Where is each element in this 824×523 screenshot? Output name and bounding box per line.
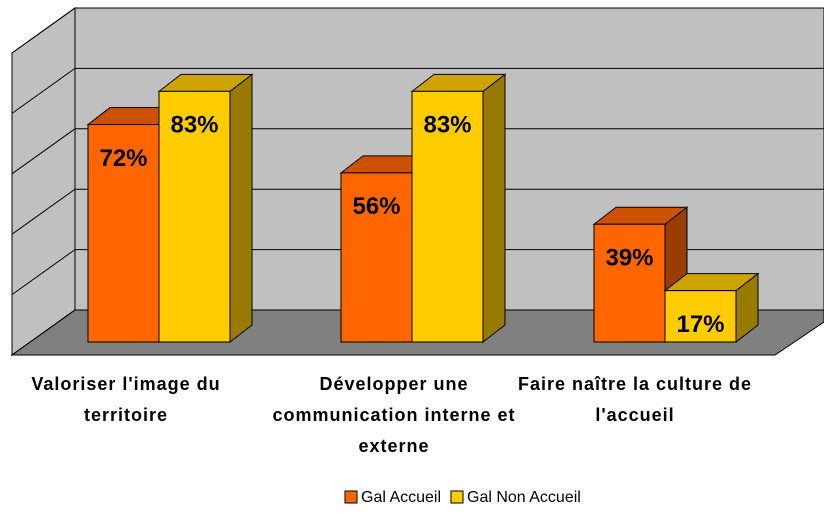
bar-front xyxy=(158,90,231,343)
bar-side xyxy=(229,73,253,344)
data-label: 56% xyxy=(352,193,400,220)
bar-front xyxy=(340,172,413,343)
grid-line xyxy=(11,128,824,175)
data-label: 39% xyxy=(605,245,653,272)
bar xyxy=(157,73,254,344)
bar-side xyxy=(482,73,506,344)
grid xyxy=(11,7,824,356)
bar-front xyxy=(411,90,484,343)
x-tick-label: Valoriser l'image du territoire xyxy=(31,374,221,425)
bars: 72% 83% 56% 83% 39% 17% xyxy=(86,73,760,344)
data-label: 83% xyxy=(423,112,471,139)
x-tick-label: Faire naître la culture de l'accueil xyxy=(517,374,753,425)
legend-swatch xyxy=(450,490,464,504)
legend-label: Gal Non Accueil xyxy=(467,489,581,506)
data-label: 83% xyxy=(170,112,218,139)
grid-line xyxy=(11,67,824,114)
legend: Gal Accueil Gal Non Accueil xyxy=(344,489,581,506)
side-wall xyxy=(11,7,76,356)
x-tick-label: Développer une communication interne et … xyxy=(272,374,516,456)
data-label: 17% xyxy=(676,311,724,338)
data-label: 72% xyxy=(99,145,147,172)
grid-line xyxy=(11,309,824,356)
bar-front xyxy=(664,290,737,343)
grid-line xyxy=(11,7,824,54)
bar xyxy=(592,206,689,344)
grid-line xyxy=(11,249,824,296)
bar-front xyxy=(87,124,160,343)
legend-label: Gal Accueil xyxy=(361,489,441,506)
grid-line xyxy=(11,188,824,235)
bar xyxy=(663,272,760,344)
bar-front xyxy=(593,223,666,343)
bar xyxy=(410,73,507,344)
legend-swatch xyxy=(344,490,358,504)
